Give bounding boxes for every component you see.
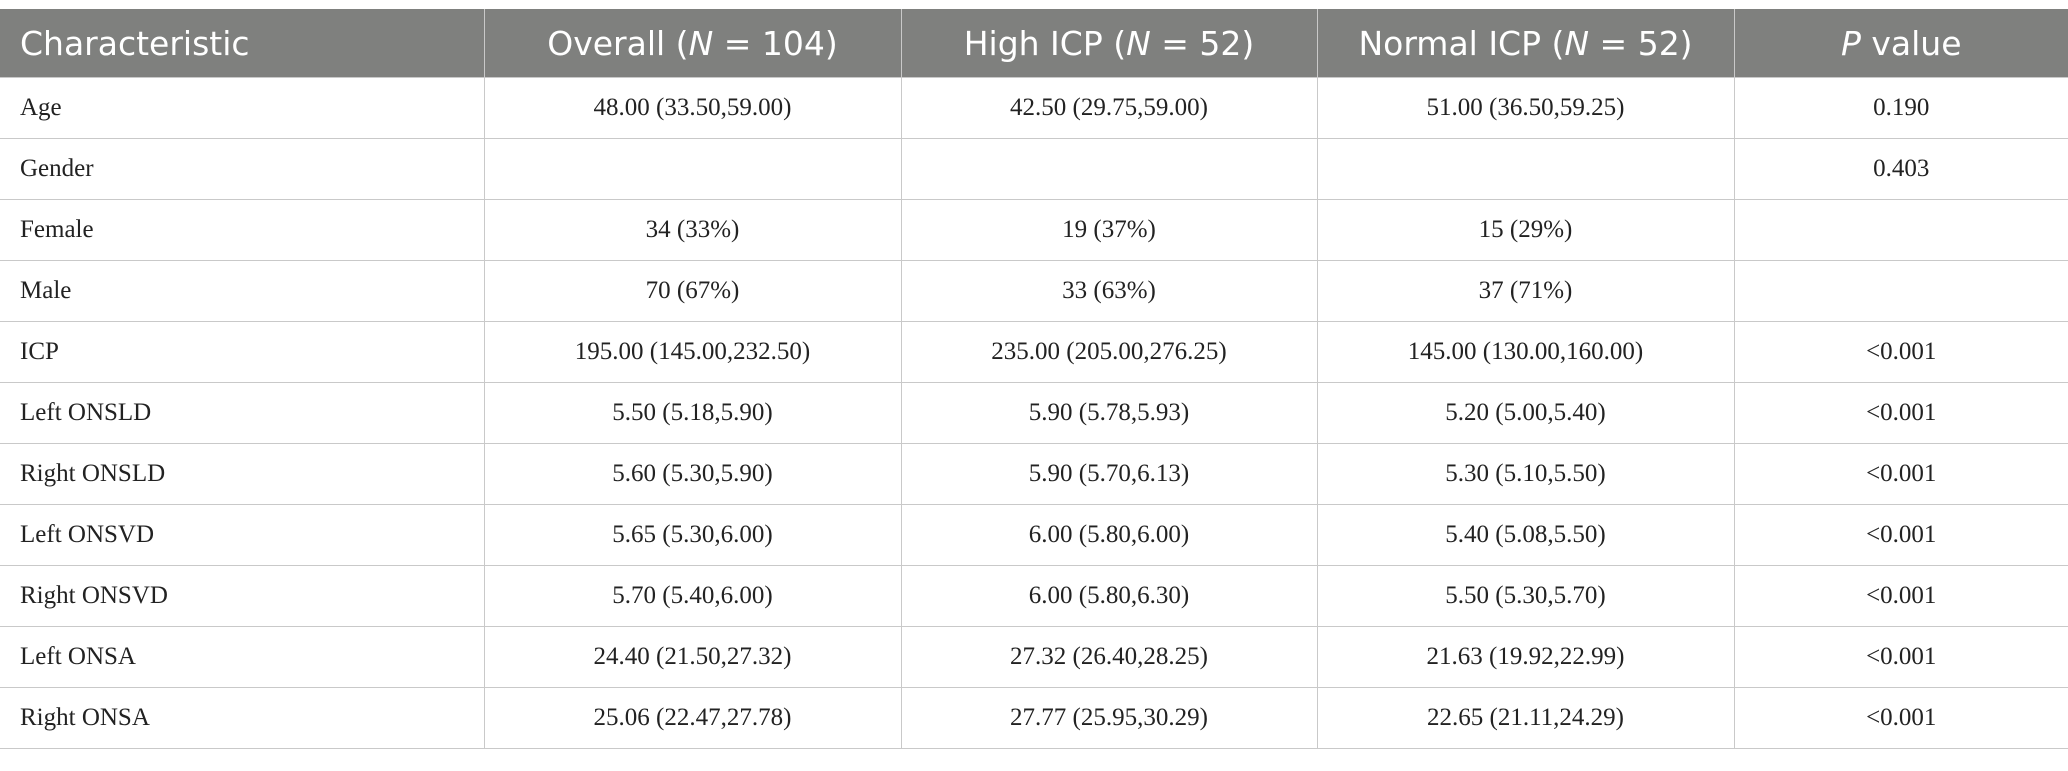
cell-p-value: <0.001	[1733, 687, 2068, 749]
table-row: Left ONSVD 5.65 (5.30,6.00) 6.00 (5.80,6.0…	[0, 504, 2068, 566]
table-row: Male 70 (67%) 33 (63%) 37 (71%)	[0, 260, 2068, 322]
cell-characteristic: Age	[0, 77, 484, 139]
header-p-value: P value	[1733, 9, 2068, 78]
cell-high-icp: 19 (37%)	[900, 199, 1317, 261]
cell-normal-icp: 15 (29%)	[1316, 199, 1734, 261]
cell-overall: 5.70 (5.40,6.00)	[483, 565, 901, 627]
cell-overall: 48.00 (33.50,59.00)	[483, 77, 901, 139]
cell-p-value: <0.001	[1733, 626, 2068, 688]
cell-overall: 34 (33%)	[483, 199, 901, 261]
cell-overall	[483, 138, 901, 200]
cell-high-icp: 5.90 (5.78,5.93)	[900, 382, 1317, 444]
cell-overall: 5.65 (5.30,6.00)	[483, 504, 901, 566]
cell-normal-icp: 21.63 (19.92,22.99)	[1316, 626, 1734, 688]
cell-high-icp: 33 (63%)	[900, 260, 1317, 322]
cell-overall: 195.00 (145.00,232.50)	[483, 321, 901, 383]
header-characteristic: Characteristic	[0, 9, 484, 78]
cell-high-icp: 5.90 (5.70,6.13)	[900, 443, 1317, 505]
header-text-post: = 52)	[1150, 23, 1255, 63]
header-high-icp: High ICP (N = 52)	[900, 9, 1317, 78]
cell-p-value	[1733, 260, 2068, 322]
header-text-pre: Normal ICP (	[1358, 23, 1565, 63]
cell-p-value: 0.190	[1733, 77, 2068, 139]
cell-normal-icp: 5.40 (5.08,5.50)	[1316, 504, 1734, 566]
cell-characteristic: Male	[0, 260, 484, 322]
header-row: Characteristic Overall (N = 104) High ICP …	[0, 9, 2068, 78]
cell-p-value: <0.001	[1733, 382, 2068, 444]
cell-characteristic: Right ONSA	[0, 687, 484, 749]
cell-high-icp: 42.50 (29.75,59.00)	[900, 77, 1317, 139]
cell-high-icp: 27.32 (26.40,28.25)	[900, 626, 1317, 688]
header-text-ital: N	[688, 23, 714, 63]
table-row: Gender 0.403	[0, 138, 2068, 200]
cell-high-icp: 6.00 (5.80,6.30)	[900, 565, 1317, 627]
cell-overall: 24.40 (21.50,27.32)	[483, 626, 901, 688]
header-text-ital: N	[1564, 23, 1590, 63]
header-text-ital: P	[1840, 23, 1861, 63]
cell-high-icp: 6.00 (5.80,6.00)	[900, 504, 1317, 566]
cell-characteristic: Female	[0, 199, 484, 261]
cell-overall: 70 (67%)	[483, 260, 901, 322]
cell-high-icp: 27.77 (25.95,30.29)	[900, 687, 1317, 749]
table-row: ICP 195.00 (145.00,232.50) 235.00 (205.00,…	[0, 321, 2068, 383]
table-row: Right ONSA 25.06 (22.47,27.78) 27.77 (25.9…	[0, 687, 2068, 749]
cell-normal-icp: 5.50 (5.30,5.70)	[1316, 565, 1734, 627]
cell-high-icp	[900, 138, 1317, 200]
cell-normal-icp: 5.30 (5.10,5.50)	[1316, 443, 1734, 505]
header-text-pre: Characteristic	[20, 23, 250, 63]
table-row: Right ONSLD 5.60 (5.30,5.90) 5.90 (5.70,6.…	[0, 443, 2068, 505]
cell-normal-icp: 22.65 (21.11,24.29)	[1316, 687, 1734, 749]
header-text-post: value	[1860, 23, 1962, 63]
cell-normal-icp: 51.00 (36.50,59.25)	[1316, 77, 1734, 139]
table-row: Left ONSA 24.40 (21.50,27.32) 27.32 (26.40…	[0, 626, 2068, 688]
characteristics-table: Characteristic Overall (N = 104) High ICP …	[0, 9, 2068, 749]
table-row: Female 34 (33%) 19 (37%) 15 (29%)	[0, 199, 2068, 261]
cell-normal-icp: 145.00 (130.00,160.00)	[1316, 321, 1734, 383]
table-row: Left ONSLD 5.50 (5.18,5.90) 5.90 (5.78,5.9…	[0, 382, 2068, 444]
cell-overall: 25.06 (22.47,27.78)	[483, 687, 901, 749]
cell-normal-icp: 5.20 (5.00,5.40)	[1316, 382, 1734, 444]
cell-normal-icp: 37 (71%)	[1316, 260, 1734, 322]
header-text-post: = 52)	[1589, 23, 1693, 63]
cell-overall: 5.50 (5.18,5.90)	[483, 382, 901, 444]
table-row: Right ONSVD 5.70 (5.40,6.00) 6.00 (5.80,6.…	[0, 565, 2068, 627]
header-normal-icp: Normal ICP (N = 52)	[1316, 9, 1734, 78]
cell-overall: 5.60 (5.30,5.90)	[483, 443, 901, 505]
cell-characteristic: Left ONSLD	[0, 382, 484, 444]
cell-p-value	[1733, 199, 2068, 261]
header-overall: Overall (N = 104)	[483, 9, 901, 78]
cell-characteristic: Left ONSVD	[0, 504, 484, 566]
cell-p-value: <0.001	[1733, 321, 2068, 383]
header-text-post: = 104)	[713, 23, 838, 63]
cell-p-value: <0.001	[1733, 565, 2068, 627]
cell-normal-icp	[1316, 138, 1734, 200]
table-row: Age 48.00 (33.50,59.00) 42.50 (29.75,59.00…	[0, 77, 2068, 139]
header-text-ital: N	[1126, 23, 1151, 63]
cell-p-value: <0.001	[1733, 443, 2068, 505]
cell-characteristic: Gender	[0, 138, 484, 200]
cell-p-value: 0.403	[1733, 138, 2068, 200]
header-text-pre: Overall (	[547, 23, 689, 63]
cell-high-icp: 235.00 (205.00,276.25)	[900, 321, 1317, 383]
table-body: Age 48.00 (33.50,59.00) 42.50 (29.75,59.00…	[0, 77, 2068, 749]
cell-characteristic: ICP	[0, 321, 484, 383]
cell-characteristic: Left ONSA	[0, 626, 484, 688]
cell-p-value: <0.001	[1733, 504, 2068, 566]
cell-characteristic: Right ONSLD	[0, 443, 484, 505]
header-text-pre: High ICP (	[963, 23, 1127, 63]
cell-characteristic: Right ONSVD	[0, 565, 484, 627]
